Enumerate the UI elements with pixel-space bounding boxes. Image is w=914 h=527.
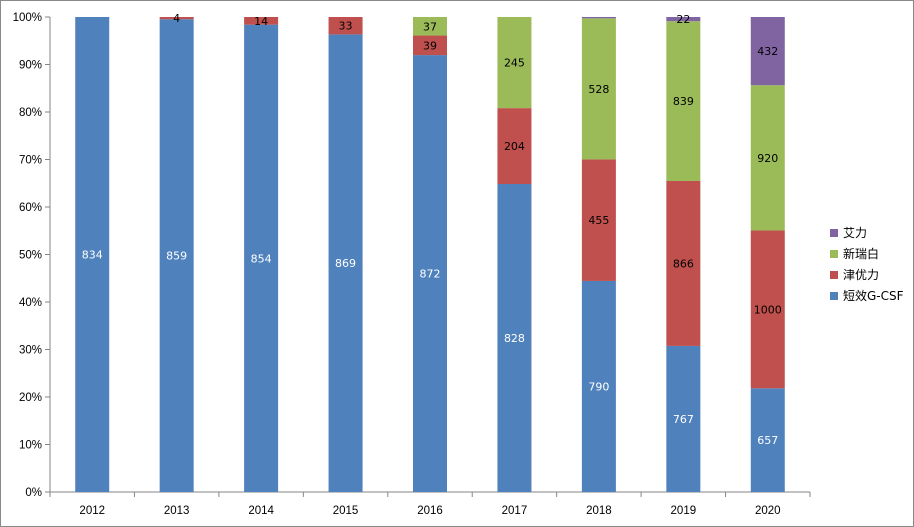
bar-segment [750,388,785,492]
legend-label: 新瑞白 [843,246,879,261]
data-label: 834 [82,249,103,262]
bar-segment [497,108,532,185]
bar-segment [159,19,194,492]
bar-segment [581,159,616,281]
y-tick-label: 20% [19,392,42,404]
data-label: 245 [504,57,525,70]
bar-segment [159,17,194,20]
bar-segment [666,21,701,181]
data-label: 4 [173,12,180,25]
bar-segment [581,18,616,160]
data-label: 872 [420,268,441,281]
x-tick-label: 2012 [79,505,105,517]
y-tick-label: 50% [19,250,42,262]
data-label: 920 [757,152,778,165]
bar-segment [666,180,701,346]
bar-segment [666,345,701,492]
bar-segment [750,85,785,231]
x-tick-label: 2015 [333,505,359,517]
x-tick-label: 2020 [755,505,781,517]
bar-segment [328,17,363,35]
data-label: 455 [588,214,609,227]
bar-segment [244,24,279,493]
data-label: 528 [588,83,609,96]
bar-segment [750,230,785,389]
bar-segment [666,17,701,22]
data-label: 869 [335,257,356,270]
bar-segment [244,17,279,25]
data-label: 39 [423,39,437,52]
bars [75,17,785,493]
bar-segment [581,280,616,492]
y-tick-label: 0% [25,487,42,499]
data-label: 866 [673,257,694,270]
bar-segment [497,17,532,109]
legend-swatch [830,229,838,237]
y-tick-label: 100% [13,12,42,24]
data-label: 790 [588,380,609,393]
legend-swatch [830,292,838,300]
bar-segment [497,184,532,493]
bar-segment [413,35,447,56]
y-tick-label: 30% [19,345,42,357]
data-label: 37 [423,20,437,33]
legend-label: 津优力 [843,268,879,282]
x-tick-label: 2019 [671,505,697,517]
x-tick-label: 2013 [164,505,190,517]
legend-label: 短效G-CSF [843,288,904,303]
data-label: 204 [504,140,525,153]
legend-swatch [830,271,838,279]
legend-label: 艾力 [843,226,867,240]
tick-labels: 0% 10% 20% 30% 40% 50% 60% 70% 80% 90% 100% 2012 201… [13,12,781,517]
data-label: 14 [254,15,268,28]
bar-segment [750,17,785,86]
x-tick-label: 2014 [248,505,274,517]
data-label: 828 [504,332,525,345]
bar-segment [75,17,110,492]
y-tick-label: 60% [19,202,42,214]
x-tick-label: 2018 [586,505,612,517]
legend-swatch [830,250,838,258]
data-label: 767 [673,413,694,426]
bar-segment [413,17,447,36]
y-tick-label: 40% [19,297,42,309]
data-label: 854 [251,252,272,265]
data-label: 839 [673,95,694,108]
data-label: 432 [757,45,778,58]
data-label: 33 [339,20,353,33]
y-tick-label: 70% [19,155,42,167]
y-tick-label: 90% [19,60,42,72]
bar-segment [328,34,363,492]
y-tick-label: 80% [19,107,42,119]
data-labels: 834 859 4 854 14 869 33 872 39 37 828 204 245 790 455 5… [82,12,782,447]
data-label: 22 [676,13,690,26]
data-label: 657 [757,434,778,447]
data-label: 1000 [754,303,782,316]
data-label: 859 [166,250,187,263]
x-tick-label: 2016 [417,505,443,517]
bar-segment [413,55,447,492]
bar-segment [581,17,616,19]
y-tick-label: 10% [19,440,42,452]
x-tick-label: 2017 [502,505,528,517]
